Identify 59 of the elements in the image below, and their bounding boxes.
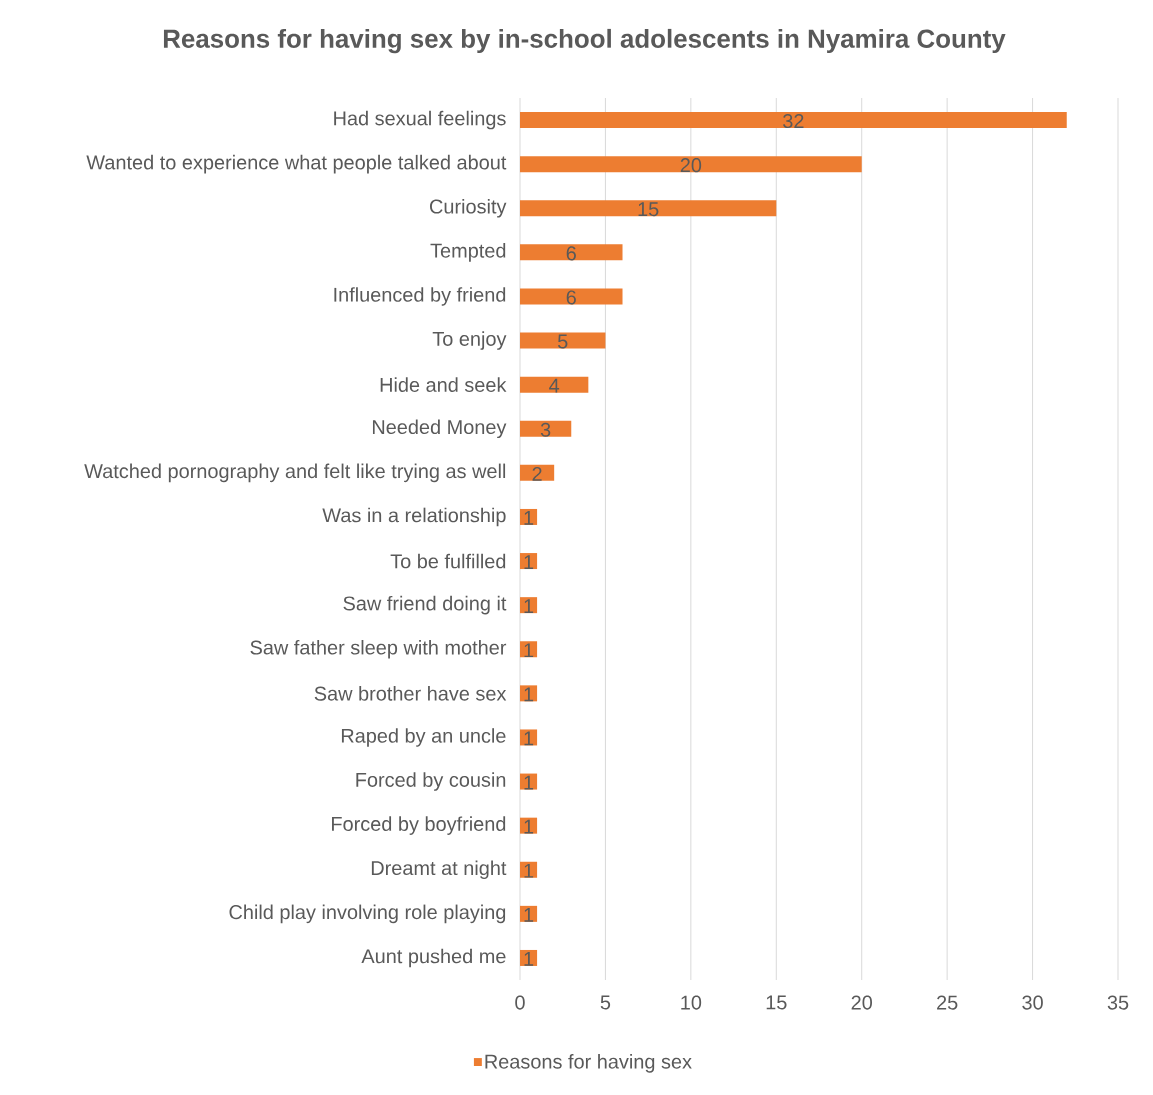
data-label: 1 [524,863,534,878]
y-tick-label: Saw brother have sex [314,686,507,701]
x-tick-label: 35 [1107,995,1129,1010]
data-label: 1 [524,908,534,922]
bar [520,376,589,393]
data-label: 3 [540,422,551,437]
legend-label: Reasons for having sex [485,1054,692,1073]
y-tick-label: Curiosity [429,198,507,218]
y-tick-label: Watched pornography and felt like trying as well [84,463,506,483]
bar [520,156,862,173]
data-label: 32 [783,114,804,129]
x-tick-label: 30 [1022,995,1043,1010]
bar [520,288,623,305]
data-label: 1 [524,731,534,746]
y-tick-label: Child play involving role playing [229,904,506,924]
y-tick-label: Raped by an uncle [341,728,506,747]
data-label: 1 [524,775,534,790]
y-tick-label: Needed Money [372,419,507,439]
y-tick-label: Tempted [430,243,506,262]
x-tick-label: 15 [766,995,787,1010]
y-tick-label: Dreamt at night [371,860,507,880]
y-tick-label: Aunt pushed me [361,948,506,968]
data-label: 1 [524,599,534,614]
bar [520,332,606,349]
data-label: 4 [549,378,560,393]
data-label: 20 [680,158,702,173]
x-tick-label: 10 [681,995,702,1010]
y-tick-label: Saw father sleep with mother [250,639,507,659]
bar [520,464,555,481]
y-tick-label: Forced by boyfriend [332,816,506,835]
chart-title: Reasons for having sex by in-school adolescents in Nyamira County [163,28,1006,54]
y-tick-label: Influenced by friend [334,287,506,306]
data-label: 5 [557,334,568,349]
data-label: 1 [524,687,534,702]
x-tick-label: 5 [600,995,611,1010]
x-tick-label: 20 [851,995,873,1010]
data-label: 1 [524,511,534,525]
y-tick-label: Forced by cousin [356,772,506,791]
bar [520,420,572,437]
data-label: 6 [566,246,576,261]
data-label: 1 [524,643,534,658]
y-tick-label: Was in a relationship [322,507,506,527]
data-label: 1 [524,952,534,966]
data-label: 1 [524,555,534,569]
x-tick-label: 0 [515,995,525,1010]
y-tick-label: Wanted to experience what people talked about [86,154,507,174]
bar [520,244,623,261]
data-label: 6 [566,290,576,305]
y-tick-label: Hide and seek [380,377,507,392]
data-label: 2 [532,466,542,481]
y-tick-label: Saw friend doing it [343,595,507,615]
bar [520,200,777,217]
y-tick-label: To be fulfilled [390,553,506,569]
y-tick-label: Had sexual feelings [334,110,506,130]
bar [520,112,1067,129]
data-label: 15 [638,202,659,217]
x-tick-label: 25 [937,995,958,1010]
y-tick-label: To enjoy [432,331,507,350]
data-label: 1 [524,819,534,834]
